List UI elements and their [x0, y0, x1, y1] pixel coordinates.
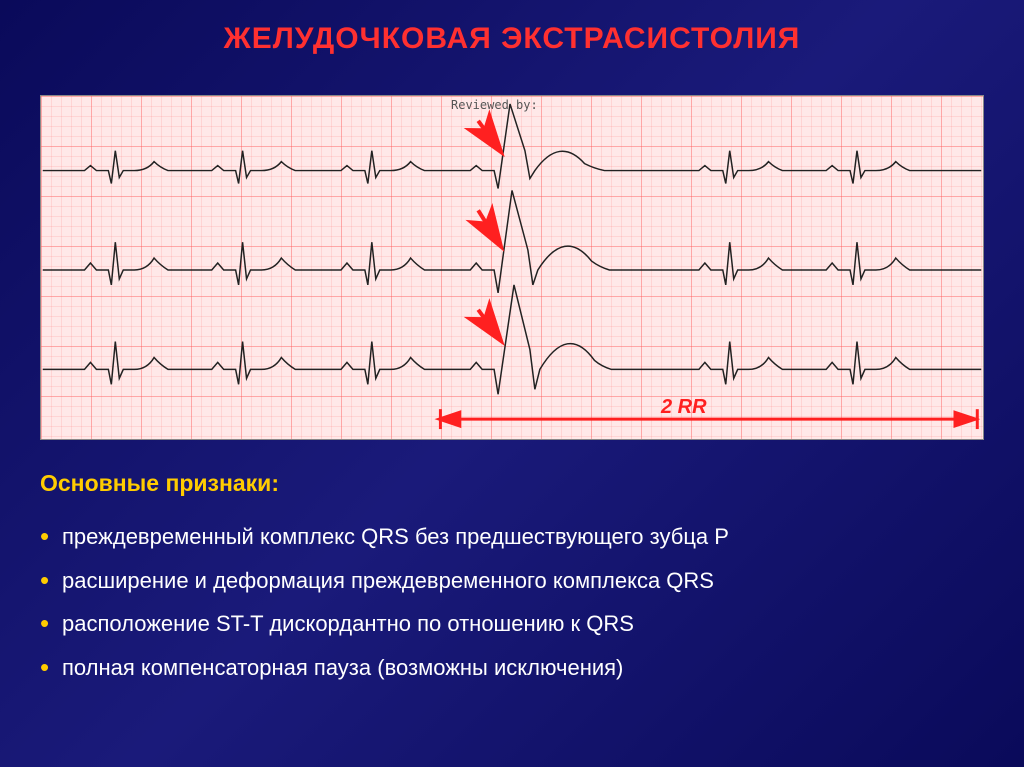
- sign-item: преждевременный комплекс QRS без предшес…: [40, 515, 984, 559]
- sign-item: расширение и деформация преждевременного…: [40, 559, 984, 603]
- ecg-panel: Reviewed by: 2 RR: [40, 95, 984, 440]
- ecg-lead-I: [43, 104, 982, 189]
- slide-title: ЖЕЛУДОЧКОВАЯ ЭКСТРАСИСТОЛИЯ: [0, 0, 1024, 56]
- signs-section: Основные признаки: преждевременный компл…: [40, 470, 984, 689]
- pvc-arrow-2: [478, 310, 500, 340]
- signs-heading: Основные признаки:: [40, 470, 984, 497]
- ecg-lead-III: [43, 285, 982, 394]
- pvc-arrow-0: [478, 121, 500, 151]
- pvc-arrow-1: [478, 210, 500, 245]
- signs-list: преждевременный комплекс QRS без предшес…: [40, 515, 984, 689]
- sign-item: расположение ST-T дискордантно по отноше…: [40, 602, 984, 646]
- ecg-lead-II: [43, 190, 982, 292]
- ecg-traces: [41, 96, 983, 439]
- rr-interval-label: 2 RR: [661, 396, 707, 419]
- sign-item: полная компенсаторная пауза (возможны ис…: [40, 646, 984, 690]
